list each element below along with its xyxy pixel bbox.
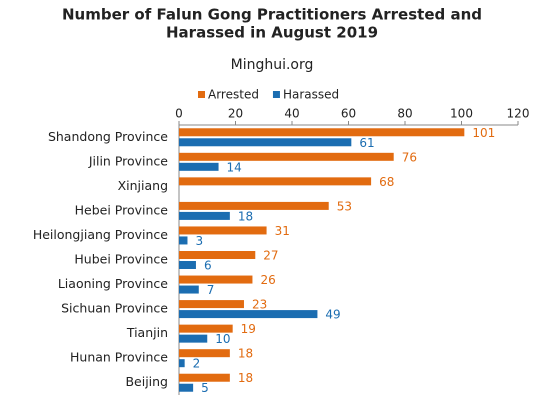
y-tick-label: Sichuan Province [61,301,168,316]
value-label: 7 [207,283,215,297]
value-label: 6 [204,259,212,273]
bar [179,383,194,392]
x-tick-label: 0 [175,107,183,121]
y-tick-label: Tianjin [126,325,168,340]
y-tick-label: Jilin Province [88,153,168,168]
legend-label: Arrested [208,88,259,102]
value-label: 101 [472,126,495,140]
bar [179,128,465,137]
value-label: 49 [325,308,340,322]
x-tick-label: 20 [228,107,243,121]
value-label: 23 [252,298,267,312]
bar [179,251,256,259]
value-label: 19 [241,322,256,336]
value-label: 2 [193,357,201,371]
bar [179,201,329,210]
y-tick-label: Heilongjiang Province [33,227,168,242]
value-label: 68 [379,175,394,189]
y-tick-label: Hubei Province [74,252,168,267]
bar [179,334,208,343]
chart-subtitle: Minghui.org [231,57,314,73]
value-label: 53 [337,199,352,213]
value-label: 26 [260,273,275,287]
x-tick-label: 120 [507,107,530,121]
bar [179,310,318,319]
x-tick-label: 60 [341,107,356,121]
x-tick-label: 80 [397,107,412,121]
value-label: 31 [275,224,290,238]
legend-label: Harassed [283,88,339,102]
value-label: 76 [402,150,417,164]
x-tick-label: 100 [450,107,473,121]
bar [179,285,199,294]
y-tick-label: Liaoning Province [58,276,168,291]
y-tick-label: Beijing [125,374,168,389]
bar [179,300,244,309]
chart-title: Harassed in August 2019 [166,24,378,42]
bar [179,152,394,161]
value-label: 10 [215,332,230,346]
bar [179,324,233,333]
y-tick-label: Hebei Province [75,202,169,217]
value-label: 18 [238,209,253,223]
bar [179,359,185,368]
chart-title: Number of Falun Gong Practitioners Arres… [62,6,482,24]
value-label: 18 [238,371,253,385]
bar [179,275,253,284]
value-label: 27 [263,249,278,263]
bar [179,236,188,245]
bar [179,211,230,220]
value-label: 61 [359,136,374,150]
bar [179,138,352,147]
y-tick-label: Shandong Province [48,129,168,144]
y-tick-label: Hunan Province [70,350,168,365]
legend-swatch [198,91,205,98]
value-label: 14 [227,160,242,174]
x-tick-label: 40 [284,107,299,121]
value-label: 5 [201,381,209,395]
bar [179,373,230,382]
bar [179,162,219,171]
value-label: 18 [238,347,253,361]
value-label: 3 [195,234,203,248]
legend-swatch [272,91,280,98]
bar [179,226,267,235]
bar [179,177,372,186]
y-tick-label: Xinjiang [118,178,168,193]
bar [179,261,196,269]
bar [179,349,230,358]
